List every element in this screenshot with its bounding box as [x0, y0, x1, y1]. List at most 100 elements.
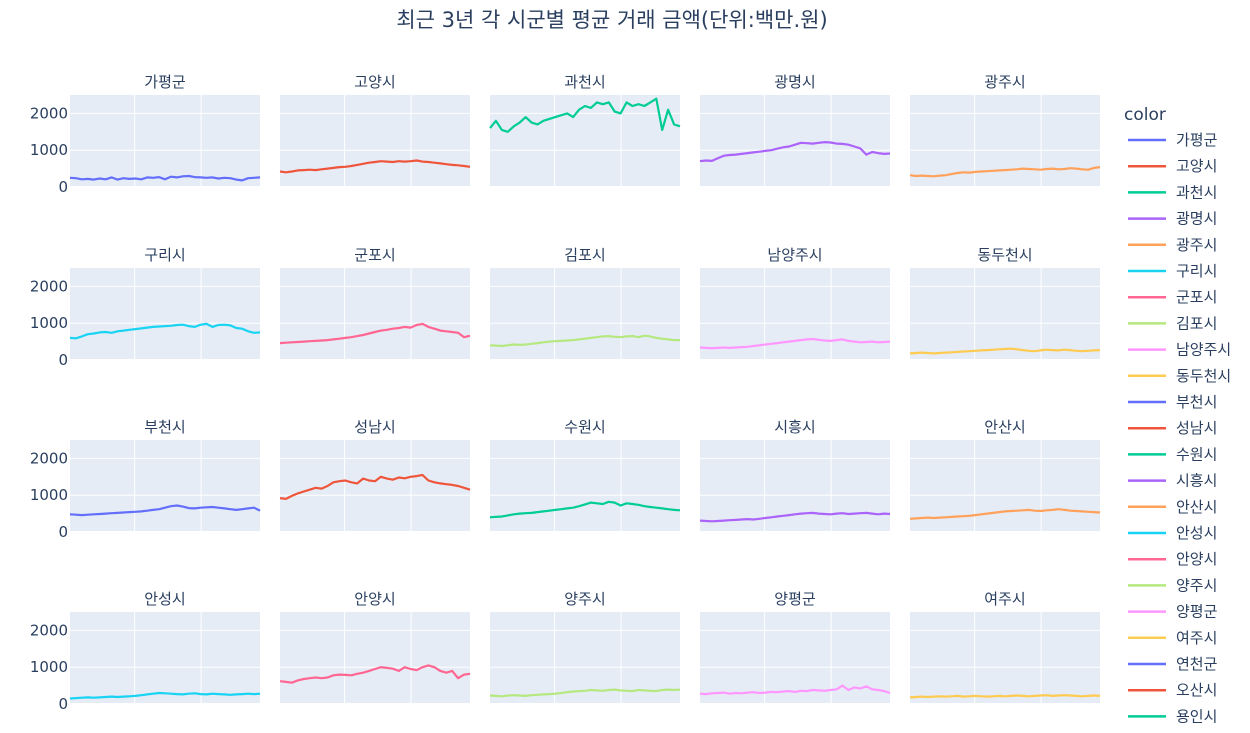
subplot-title: 남양주시 [767, 246, 822, 264]
legend-label: 연천군 [1176, 655, 1218, 673]
legend-item-가평군[interactable]: 가평군 [1128, 131, 1218, 149]
subplot-title: 여주시 [984, 590, 1025, 608]
legend-label: 안양시 [1176, 550, 1217, 568]
series-line-남양주시 [699, 337, 891, 350]
panel-수원시: 수원시 [489, 418, 681, 533]
panel-광명시: 광명시 [699, 73, 891, 188]
series-line-안양시 [279, 664, 471, 684]
legend-item-시흥시[interactable]: 시흥시 [1128, 472, 1217, 490]
series-line-광주시 [909, 166, 1101, 178]
y-tick-label: 1000 [30, 141, 68, 159]
plot-area [70, 95, 260, 187]
series-line-성남시 [279, 473, 471, 500]
legend-label: 용인시 [1176, 707, 1217, 725]
legend-item-안양시[interactable]: 안양시 [1128, 550, 1217, 568]
y-tick-label: 2000 [30, 104, 68, 122]
panel-과천시: 과천시 [489, 73, 681, 188]
legend-item-성남시[interactable]: 성남시 [1128, 419, 1217, 437]
series-line-김포시 [489, 334, 680, 348]
subplot-title: 시흥시 [774, 418, 815, 436]
plot-area [280, 612, 470, 704]
panel-동두천시: 동두천시 [909, 246, 1101, 361]
plot-area [70, 440, 260, 532]
series-line-시흥시 [699, 511, 891, 523]
legend-item-부천시[interactable]: 부천시 [1128, 393, 1217, 411]
legend[interactable]: color 가평군고양시과천시광명시광주시구리시군포시김포시남양주시동두천시부천… [1124, 105, 1231, 725]
legend-item-용인시[interactable]: 용인시 [1128, 707, 1217, 725]
legend-item-광명시[interactable]: 광명시 [1128, 210, 1217, 228]
legend-item-오산시[interactable]: 오산시 [1128, 681, 1217, 699]
legend-item-과천시[interactable]: 과천시 [1128, 183, 1217, 201]
legend-item-연천군[interactable]: 연천군 [1128, 655, 1218, 673]
legend-item-안산시[interactable]: 안산시 [1128, 498, 1217, 516]
legend-item-안성시[interactable]: 안성시 [1128, 524, 1217, 542]
subplot-title: 가평군 [144, 73, 186, 91]
legend-item-구리시[interactable]: 구리시 [1128, 262, 1217, 280]
series-line-여주시 [909, 694, 1101, 699]
series-line-구리시 [69, 322, 261, 340]
plot-area [700, 95, 890, 187]
legend-items[interactable]: 가평군고양시과천시광명시광주시구리시군포시김포시남양주시동두천시부천시성남시수원… [1128, 131, 1231, 725]
legend-item-동두천시[interactable]: 동두천시 [1128, 367, 1231, 385]
panel-안성시: 안성시 0 1000 2000 [30, 590, 261, 713]
panel-김포시: 김포시 [489, 246, 680, 361]
subplot-title: 광주시 [984, 73, 1025, 91]
y-tick-label: 1000 [30, 658, 68, 676]
plot-area [700, 440, 890, 532]
panel-여주시: 여주시 [909, 590, 1101, 705]
legend-label: 시흥시 [1176, 472, 1217, 490]
panel-양주시: 양주시 [489, 590, 681, 705]
legend-title: color [1124, 105, 1166, 125]
plot-area [490, 440, 680, 532]
y-tick-label: 0 [58, 695, 68, 713]
legend-label: 동두천시 [1176, 367, 1231, 385]
panel-남양주시: 남양주시 [699, 246, 891, 361]
legend-label: 광주시 [1176, 236, 1217, 254]
series-line-안성시 [69, 691, 261, 700]
legend-item-양주시[interactable]: 양주시 [1128, 576, 1217, 594]
plot-area [280, 268, 470, 360]
series-line-양주시 [489, 688, 681, 698]
series-line-수원시 [489, 500, 681, 519]
y-tick-label: 2000 [30, 621, 68, 639]
series-line-동두천시 [909, 347, 1101, 355]
plot-area [700, 612, 890, 704]
legend-label: 양평군 [1176, 603, 1218, 621]
series-line-고양시 [279, 159, 471, 174]
legend-label: 남양주시 [1176, 341, 1231, 359]
subplot-title: 성남시 [354, 418, 395, 436]
legend-label: 광명시 [1176, 210, 1217, 228]
series-line-과천시 [489, 97, 681, 133]
y-tick-label: 0 [58, 351, 68, 369]
panel-군포시: 군포시 [279, 246, 471, 361]
legend-label: 고양시 [1176, 157, 1217, 175]
legend-item-광주시[interactable]: 광주시 [1128, 236, 1217, 254]
legend-item-여주시[interactable]: 여주시 [1128, 629, 1217, 647]
legend-label: 여주시 [1176, 629, 1217, 647]
panel-성남시: 성남시 [279, 418, 471, 533]
plot-area [700, 268, 890, 360]
subplot-title: 안양시 [354, 590, 395, 608]
panel-고양시: 고양시 [279, 73, 471, 188]
legend-item-고양시[interactable]: 고양시 [1128, 157, 1217, 175]
legend-label: 성남시 [1176, 419, 1217, 437]
legend-item-양평군[interactable]: 양평군 [1128, 603, 1218, 621]
subplot-title: 과천시 [564, 73, 605, 91]
legend-item-수원시[interactable]: 수원시 [1128, 445, 1217, 463]
legend-item-남양주시[interactable]: 남양주시 [1128, 341, 1231, 359]
legend-label: 안성시 [1176, 524, 1217, 542]
legend-item-군포시[interactable]: 군포시 [1128, 288, 1217, 306]
subplot-title: 동두천시 [977, 246, 1032, 264]
y-tick-label: 1000 [30, 314, 68, 332]
panel-광주시: 광주시 [909, 73, 1101, 188]
plot-area [910, 95, 1100, 187]
legend-item-김포시[interactable]: 김포시 [1128, 314, 1217, 332]
plot-area [70, 268, 260, 360]
plot-area [910, 268, 1100, 360]
panel-부천시: 부천시 0 1000 2000 [30, 418, 261, 541]
subplot-title: 광명시 [774, 73, 815, 91]
panel-시흥시: 시흥시 [699, 418, 891, 533]
series-line-광명시 [699, 141, 891, 163]
subplot-title: 구리시 [144, 246, 185, 264]
